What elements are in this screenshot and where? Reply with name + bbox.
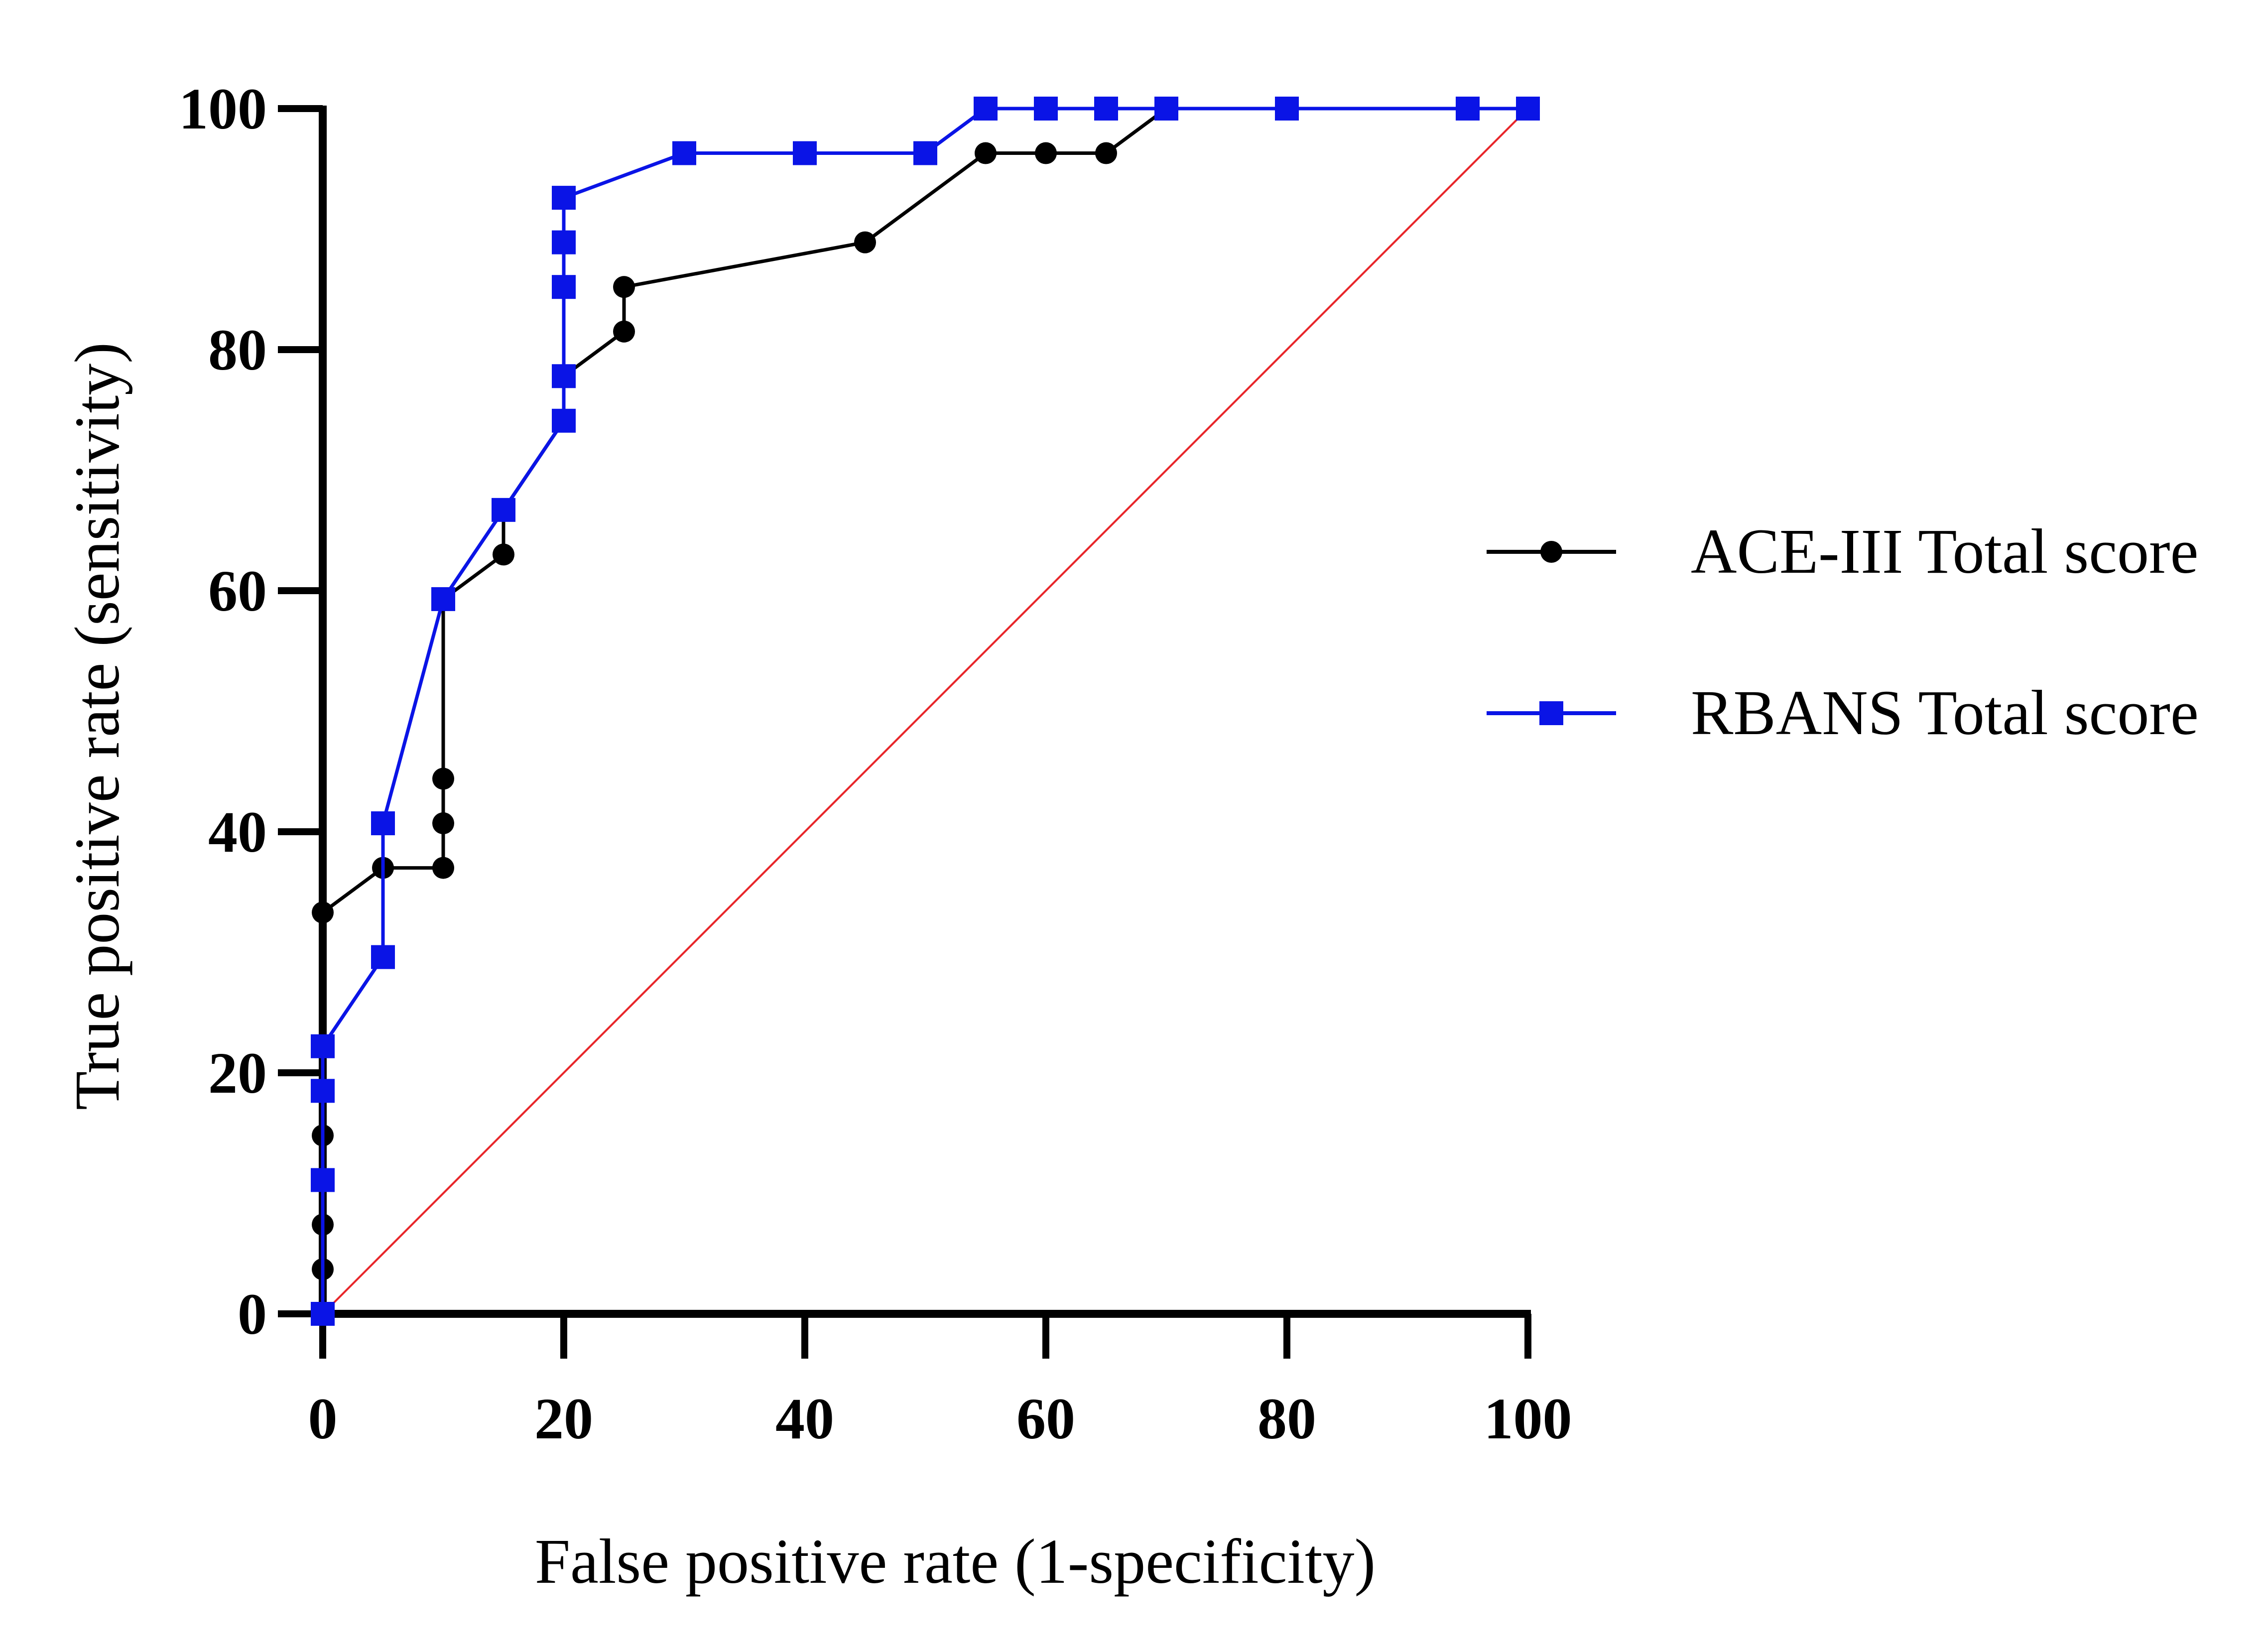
data-point	[1516, 97, 1540, 121]
data-point	[311, 1034, 335, 1058]
y-tick-label: 100	[179, 76, 267, 141]
data-point	[1095, 142, 1117, 164]
legend-item: RBANS Total score	[1487, 677, 2199, 748]
legend-marker	[1540, 541, 1562, 563]
data-point	[311, 1079, 335, 1103]
x-tick-label: 100	[1484, 1386, 1572, 1451]
reference-diagonal-line	[322, 108, 1529, 1315]
legend-marker	[1539, 701, 1563, 725]
y-tick-label: 20	[208, 1040, 267, 1106]
x-tick-label: 20	[534, 1386, 593, 1451]
axis-titles: False positive rate (1-specificity) True…	[62, 342, 1376, 1597]
data-point	[371, 811, 395, 836]
data-point	[1275, 97, 1299, 121]
legend: ACE-III Total score RBANS Total score	[1487, 516, 2199, 748]
tick-labels: 0 20 40 60 80 100 0 20 40 60 80 100	[179, 76, 1572, 1451]
data-point	[672, 141, 696, 165]
series-layer	[311, 97, 1540, 1326]
series-line	[321, 107, 1528, 1314]
data-point	[1035, 142, 1057, 164]
data-point	[1094, 97, 1118, 121]
legend-label: ACE-III Total score	[1691, 516, 2198, 587]
data-point	[431, 587, 455, 611]
data-point	[1034, 97, 1058, 121]
data-point	[432, 767, 454, 790]
data-point	[493, 543, 514, 566]
data-point	[552, 364, 576, 388]
y-tick-label: 60	[208, 558, 267, 624]
data-point	[1154, 97, 1178, 121]
data-point	[974, 97, 998, 121]
data-point	[1456, 97, 1480, 121]
x-axis-title: False positive rate (1-specificity)	[535, 1526, 1376, 1597]
data-point	[552, 275, 576, 299]
x-tick-label: 0	[308, 1386, 338, 1451]
data-point	[312, 901, 334, 924]
data-point	[432, 857, 454, 879]
y-tick-label: 40	[208, 799, 267, 865]
data-point	[613, 276, 635, 298]
data-point	[311, 1302, 335, 1326]
data-point	[854, 231, 876, 254]
reference-layer	[322, 108, 1529, 1315]
y-tick-label: 80	[208, 317, 267, 382]
x-tick-label: 40	[775, 1386, 834, 1451]
data-point	[552, 408, 576, 433]
data-point	[552, 230, 576, 254]
data-point	[432, 812, 454, 835]
data-point	[613, 320, 635, 343]
data-point	[371, 945, 395, 969]
x-tick-label: 60	[1016, 1386, 1075, 1451]
legend-label: RBANS Total score	[1691, 677, 2199, 748]
data-point	[975, 142, 997, 164]
data-point	[913, 141, 937, 165]
legend-item: ACE-III Total score	[1487, 516, 2198, 587]
y-tick-label: 0	[238, 1281, 267, 1347]
data-point	[492, 498, 515, 522]
series-rbans	[311, 97, 1540, 1326]
data-point	[793, 141, 817, 165]
y-axis-title: True positive rate (sensitivity)	[62, 342, 132, 1110]
data-point	[552, 186, 576, 210]
x-tick-label: 80	[1258, 1386, 1316, 1451]
data-point	[311, 1168, 335, 1192]
